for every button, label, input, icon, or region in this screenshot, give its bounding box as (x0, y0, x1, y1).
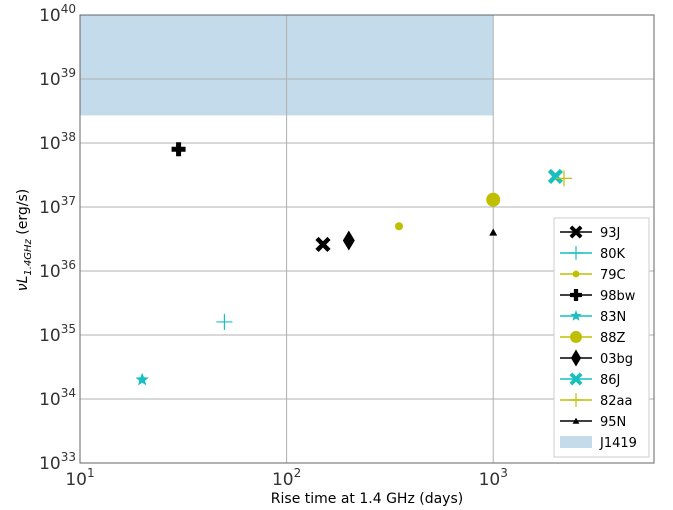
legend-label: 98bw (600, 289, 636, 304)
y-tick-label: 1035 (39, 322, 76, 346)
legend: 93J 80K 79C 98bw 83N 88Z 03bg 86J 82aa 95N J1419 (553, 217, 650, 458)
marker-98bw (171, 142, 186, 157)
legend-item-93J: 93J (560, 225, 620, 241)
legend-label: 95N (600, 415, 626, 430)
y-tick-label: 1033 (39, 450, 76, 474)
y-tick-label: 1040 (39, 2, 76, 26)
legend-item-86J: 86J (560, 372, 620, 388)
marker-82aa (555, 170, 572, 187)
legend-label: 88Z (600, 331, 626, 346)
marker-86J (547, 168, 564, 185)
y-tick-label: 1034 (39, 386, 76, 410)
legend-marker (569, 246, 583, 260)
marker-80K (216, 313, 233, 330)
legend-marker (569, 393, 583, 407)
legend-marker (570, 331, 582, 343)
x-tick-label: 103 (479, 466, 508, 490)
legend-marker (572, 270, 580, 278)
legend-marker (570, 349, 582, 367)
y-tick-label: 1036 (39, 258, 76, 282)
legend-item-95N: 95N (560, 415, 626, 430)
legend-marker (569, 372, 583, 386)
marker-95N (489, 228, 498, 236)
legend-label: 79C (600, 268, 626, 283)
marker-83N (135, 372, 149, 386)
marker-79C (395, 222, 404, 231)
y-axis-label-unit: (erg/s) (15, 189, 31, 239)
data-markers (135, 142, 572, 386)
y-tick-label: 1037 (39, 194, 76, 218)
y-axis-label: νL1.4GHz (erg/s) (15, 189, 34, 291)
y-tick-label: 1038 (39, 130, 76, 154)
legend-label: 82aa (600, 394, 632, 409)
legend-label: 83N (600, 310, 626, 325)
x-axis-label: Rise time at 1.4 GHz (days) (271, 491, 463, 507)
legend-swatch (560, 436, 592, 448)
legend-label: 80K (600, 247, 626, 262)
y-axis-label-sub: 1.4GHz (23, 238, 34, 275)
legend-label: J1419 (599, 436, 637, 451)
legend-marker (572, 417, 580, 424)
y-axis-label-main: νL (15, 276, 31, 292)
marker-93J (315, 236, 331, 253)
marker-03bg (342, 230, 355, 251)
legend-item-79C: 79C (560, 268, 626, 283)
x-tick-label: 101 (65, 466, 94, 490)
legend-item-82aa: 82aa (560, 393, 632, 409)
tick-labels: 101 102 103 1033 1034 1035 1036 1037 1038 1039 104… (39, 2, 508, 490)
x-tick-label: 102 (272, 466, 301, 490)
legend-marker (570, 310, 582, 321)
legend-label: 93J (600, 226, 620, 241)
legend-label: 03bg (600, 352, 633, 367)
legend-item-J1419: J1419 (560, 436, 637, 451)
legend-item-98bw: 98bw (560, 289, 636, 304)
legend-item-88Z: 88Z (560, 331, 626, 346)
y-tick-label: 1039 (39, 66, 76, 90)
legend-label: 86J (600, 373, 620, 388)
legend-item-83N: 83N (560, 310, 626, 325)
legend-marker (569, 225, 583, 239)
legend-items: 93J 80K 79C 98bw 83N 88Z 03bg 86J 82aa 95N J1419 (560, 225, 637, 451)
legend-marker (570, 289, 582, 301)
legend-item-03bg: 03bg (560, 349, 633, 367)
plot-frame (79, 14, 655, 464)
legend-item-80K: 80K (560, 246, 626, 262)
marker-88Z (486, 192, 501, 207)
